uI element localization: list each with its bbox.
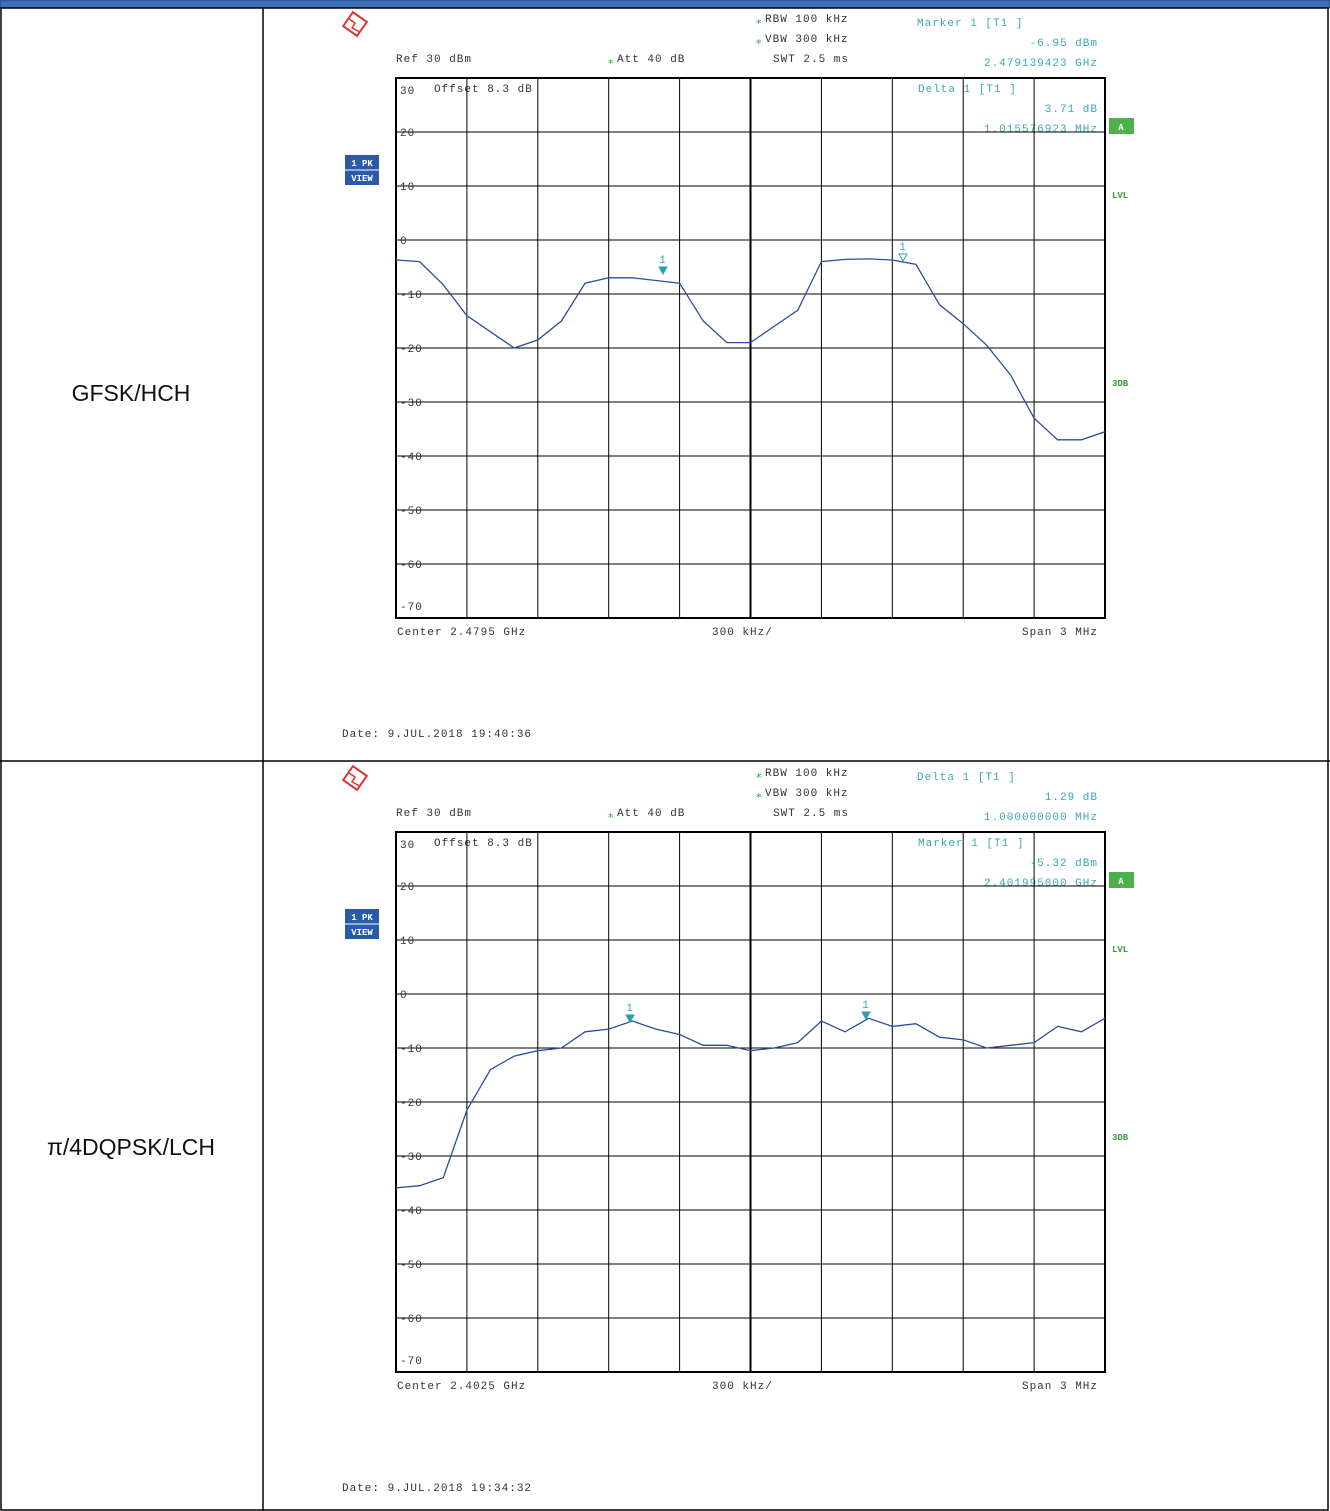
y-tick-label: -40 — [400, 1206, 423, 1218]
y-tick-label: 10 — [400, 936, 415, 948]
badge: 3DB — [1112, 1133, 1129, 1143]
setting: RBW 100 kHz — [765, 768, 849, 780]
marker-label: 1 — [659, 255, 667, 267]
star: ∗ — [755, 17, 762, 29]
y-tick-label: -60 — [400, 1314, 423, 1326]
y-tick-label: -60 — [400, 560, 423, 572]
marker — [861, 1011, 871, 1021]
logo-mark — [348, 772, 361, 787]
readout: Delta 1 [T1 ] — [917, 772, 1016, 784]
y-tick-label: -70 — [400, 1356, 423, 1368]
y-tick-label: 20 — [400, 882, 415, 894]
footer: Center 2.4795 GHz — [397, 627, 526, 639]
badge: A — [1118, 123, 1124, 133]
marker-label: 1 — [862, 1000, 870, 1012]
star: ∗ — [607, 811, 614, 823]
y-tick-label: 30 — [400, 840, 415, 852]
readout: 1.29 dB — [1045, 792, 1098, 804]
badge-box — [1109, 872, 1134, 888]
badge: VIEW — [351, 928, 373, 938]
badge: 1 PK — [351, 159, 373, 169]
date: Date: 9.JUL.2018 19:40:36 — [342, 729, 532, 741]
trace — [395, 258, 1106, 441]
row-label: π/4DQPSK/LCH — [47, 1134, 215, 1160]
setting: SWT 2.5 ms — [773, 54, 849, 66]
y-tick-label: -10 — [400, 1044, 423, 1056]
y-tick-label: -50 — [400, 1260, 423, 1272]
setting: VBW 300 kHz — [765, 34, 849, 46]
readout: 1.000000000 MHz — [984, 812, 1098, 824]
marker-label: 1 — [626, 1003, 634, 1015]
marker — [658, 266, 668, 276]
readout: -5.32 dBm — [1030, 858, 1098, 870]
y-tick-label: -20 — [400, 1098, 423, 1110]
y-tick-label: 30 — [400, 86, 415, 98]
readout: Marker 1 [T1 ] — [918, 838, 1024, 850]
plot-frame — [395, 77, 1106, 619]
row-label: GFSK/HCH — [72, 380, 191, 406]
footer: Span 3 MHz — [1022, 627, 1098, 639]
y-tick-label: 0 — [400, 236, 408, 248]
readout: -6.95 dBm — [1030, 38, 1098, 50]
star: ∗ — [755, 791, 762, 803]
logo-mark — [348, 18, 361, 33]
footer: 300 kHz/ — [712, 627, 773, 639]
setting: SWT 2.5 ms — [773, 808, 849, 820]
badge-box — [1109, 118, 1134, 134]
footer: Span 3 MHz — [1022, 1381, 1098, 1393]
readout: 3.71 dB — [1045, 104, 1098, 116]
y-tick-label: -10 — [400, 290, 423, 302]
setting: Ref 30 dBm — [396, 808, 472, 820]
setting: Att 40 dB — [617, 54, 685, 66]
y-tick-label: -40 — [400, 452, 423, 464]
readout: Marker 1 [T1 ] — [917, 18, 1023, 30]
y-tick-label: 20 — [400, 128, 415, 140]
top-bar — [0, 0, 1330, 9]
badge: 3DB — [1112, 379, 1129, 389]
badge: VIEW — [351, 174, 373, 184]
footer: 300 kHz/ — [712, 1381, 773, 1393]
readout: Delta 1 [T1 ] — [918, 84, 1017, 96]
footer: Center 2.4025 GHz — [397, 1381, 526, 1393]
readout: 2.401995000 GHz — [984, 878, 1098, 890]
table-border — [0, 7, 1329, 1511]
badge: LVL — [1112, 191, 1128, 201]
y-tick-label: 0 — [400, 990, 408, 1002]
readout: 2.479139423 GHz — [984, 58, 1098, 70]
y-tick-label: -30 — [400, 398, 423, 410]
y-tick-label: -70 — [400, 602, 423, 614]
marker — [898, 253, 908, 263]
readout: 1.015576923 MHz — [984, 124, 1098, 136]
offset: Offset 8.3 dB — [434, 838, 533, 850]
y-tick-label: 10 — [400, 182, 415, 194]
y-tick-label: -30 — [400, 1152, 423, 1164]
trace — [395, 1017, 1106, 1189]
badge: A — [1118, 877, 1124, 887]
setting: RBW 100 kHz — [765, 14, 849, 26]
star: ∗ — [607, 57, 614, 69]
badge: 1 PK — [351, 913, 373, 923]
marker-label: 1 — [899, 242, 907, 254]
marker — [625, 1014, 635, 1024]
setting: Ref 30 dBm — [396, 54, 472, 66]
plot-frame — [395, 831, 1106, 1373]
date: Date: 9.JUL.2018 19:34:32 — [342, 1483, 532, 1495]
offset: Offset 8.3 dB — [434, 84, 533, 96]
star: ∗ — [755, 37, 762, 49]
y-tick-label: -50 — [400, 506, 423, 518]
setting: Att 40 dB — [617, 808, 685, 820]
badge: LVL — [1112, 945, 1128, 955]
star: ∗ — [755, 771, 762, 783]
y-tick-label: -20 — [400, 344, 423, 356]
setting: VBW 300 kHz — [765, 788, 849, 800]
